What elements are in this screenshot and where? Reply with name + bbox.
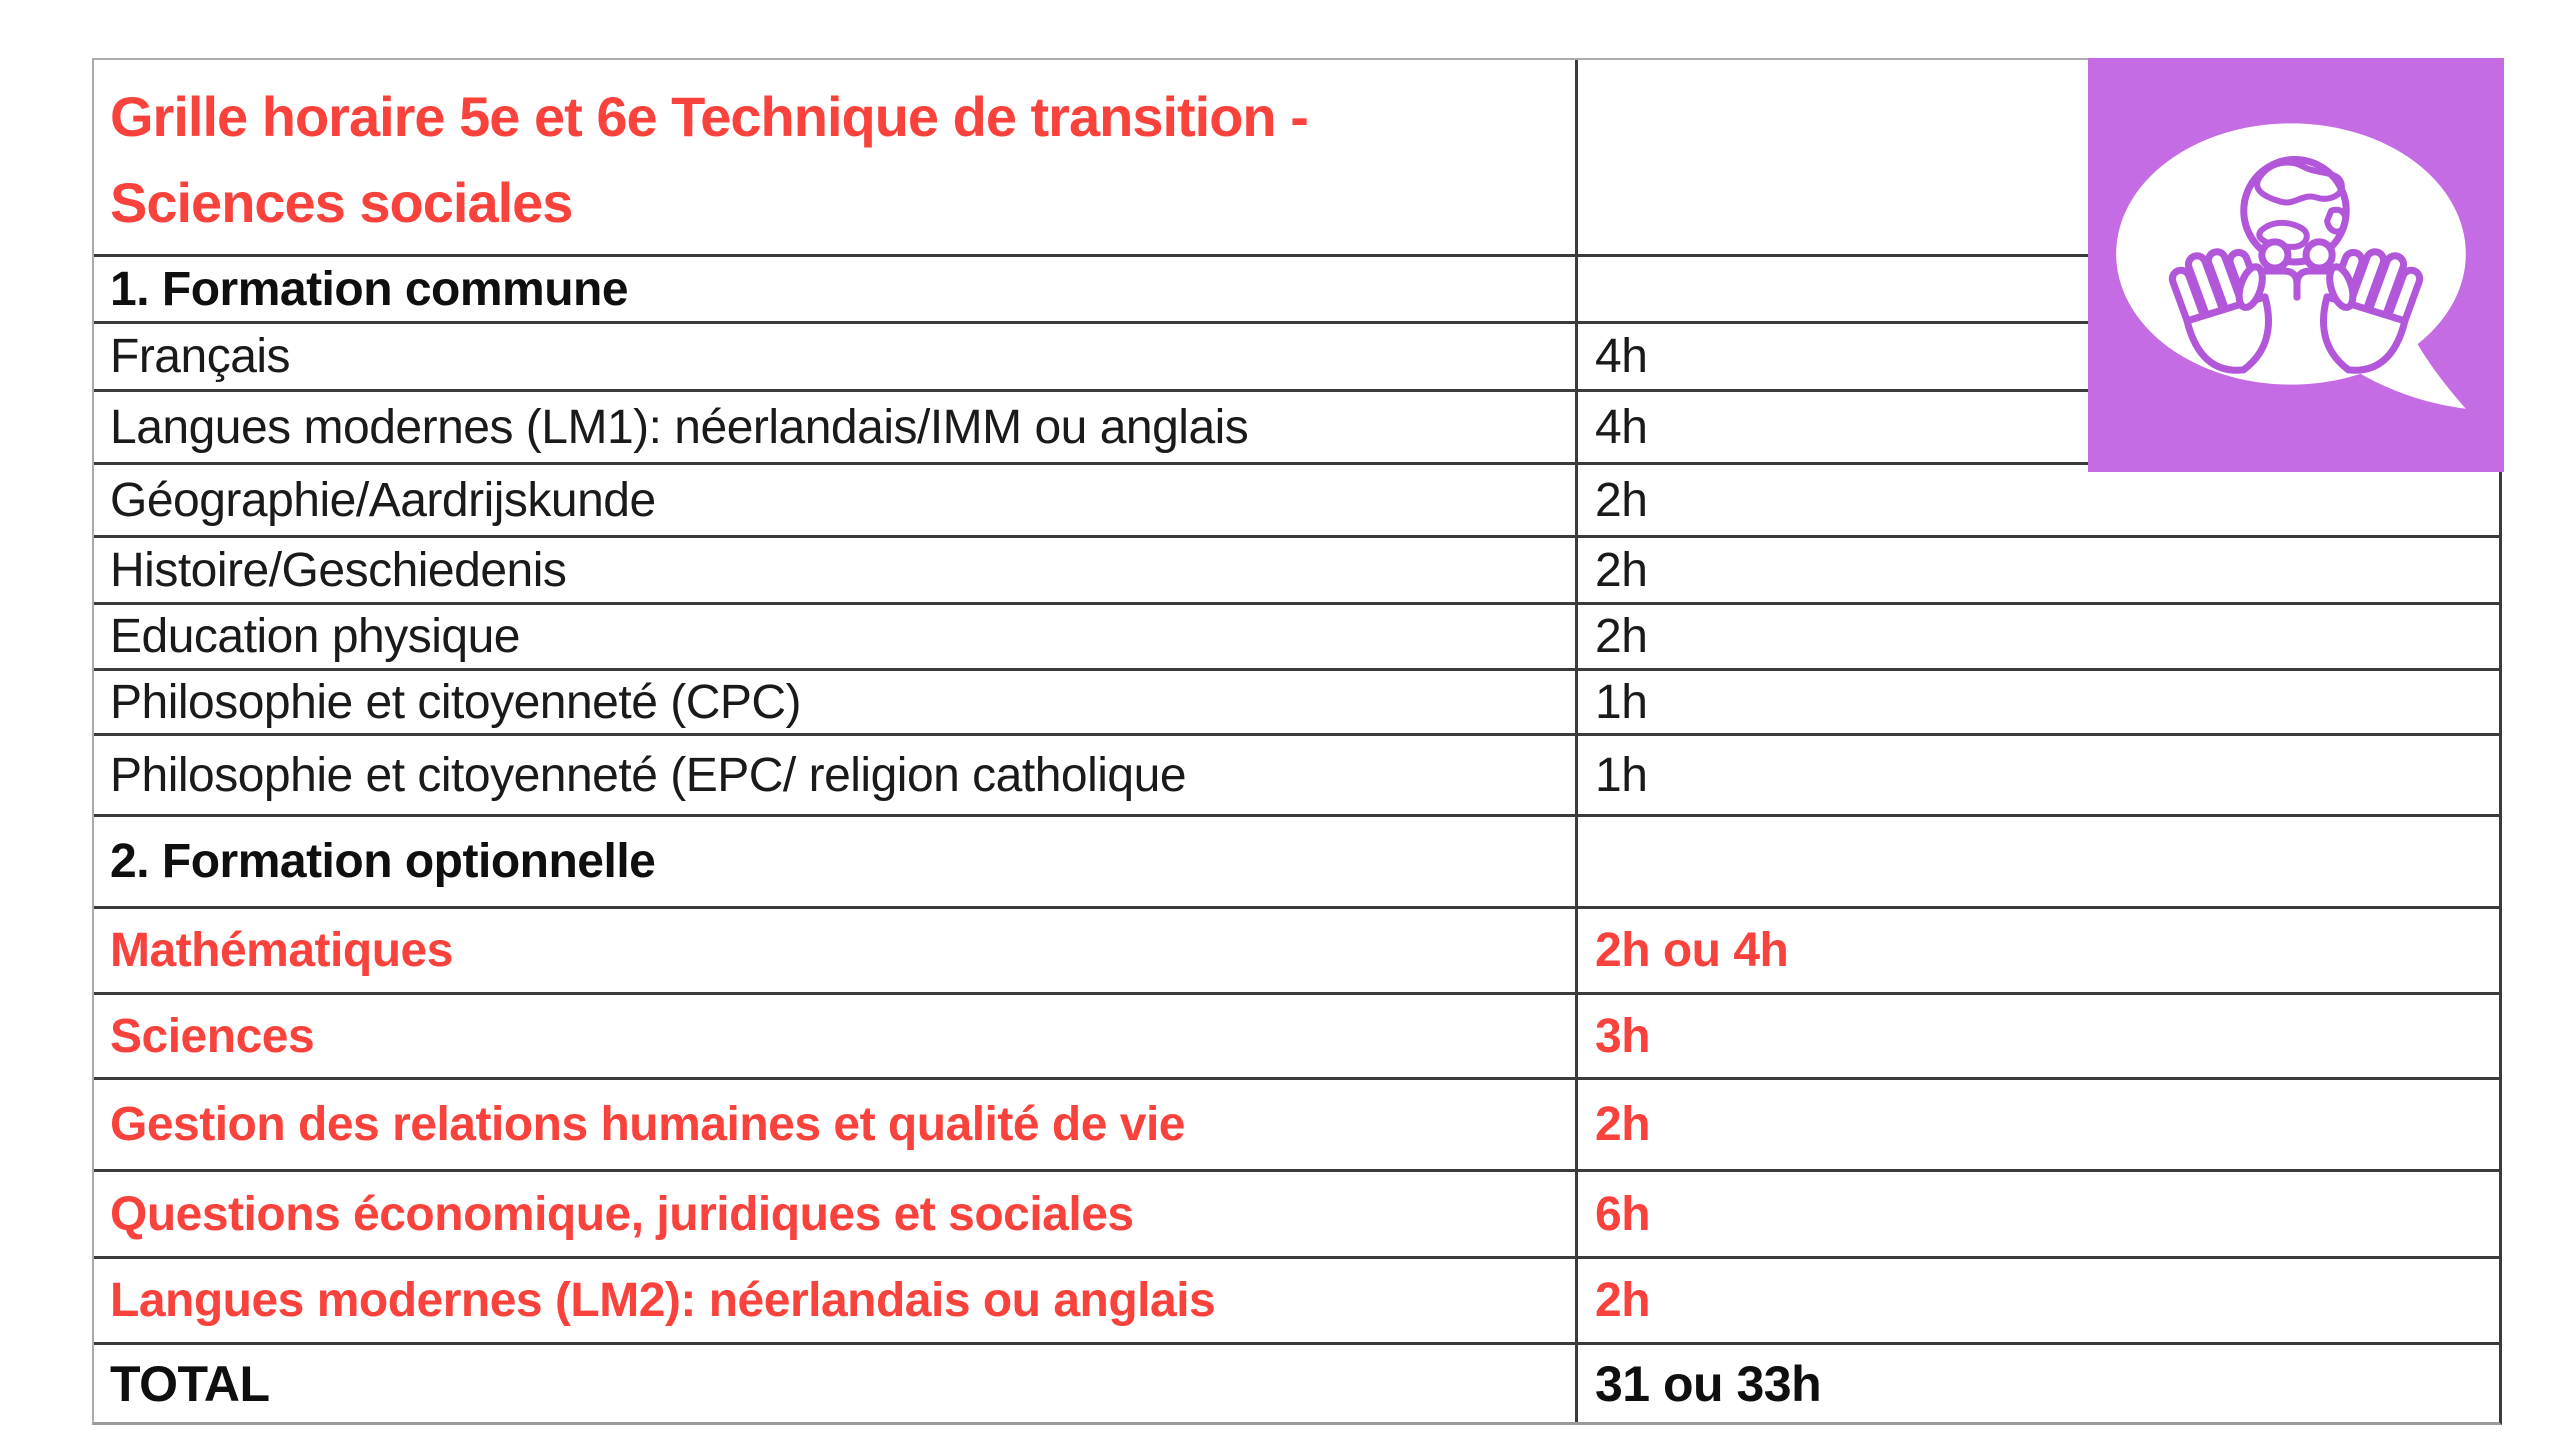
page-title: Grille horaire 5e et 6e Technique de tra… xyxy=(94,60,1578,254)
table-row-langues-lm1: Langues modernes (LM1): néerlandais/IMM … xyxy=(94,389,2499,462)
table-row-sciences: Sciences 3h xyxy=(94,992,2499,1077)
course-label: Français xyxy=(110,330,291,383)
globe-icon xyxy=(2240,155,2350,266)
course-label: Sciences xyxy=(110,1009,315,1063)
hours-value: 1h xyxy=(1595,675,1648,729)
speech-bubble-globe-hands-icon xyxy=(2088,58,2504,472)
table-row-formation-optionnelle: 2. Formation optionnelle xyxy=(94,814,2499,906)
course-label: Philosophie et citoyenneté (EPC/ religio… xyxy=(110,748,1187,802)
hours-value: 1h xyxy=(1595,748,1648,802)
table-row-geographie: Géographie/Aardrijskunde 2h xyxy=(94,462,2499,535)
table-row-histoire: Histoire/Geschiedenis 2h xyxy=(94,535,2499,602)
globe-continent-north xyxy=(2254,159,2345,206)
table-row-formation-commune: 1. Formation commune xyxy=(94,254,2499,321)
course-label: Questions économique, juridiques et soci… xyxy=(110,1187,1134,1241)
page-title-line2: Sciences sociales xyxy=(110,171,573,234)
table-row-education-physique: Education physique 2h xyxy=(94,602,2499,668)
person-left-head xyxy=(2258,238,2292,272)
table-row-total: TOTAL 31 ou 33h xyxy=(94,1342,2499,1422)
table-row-questions-economiques: Questions économique, juridiques et soci… xyxy=(94,1169,2499,1256)
hours-value: 2h xyxy=(1595,1274,1651,1327)
table-row-title: Grille horaire 5e et 6e Technique de tra… xyxy=(94,60,2499,254)
hours-value: 6h xyxy=(1595,1187,1651,1241)
section-heading: 2. Formation optionnelle xyxy=(110,835,656,888)
course-label: Histoire/Geschiedenis xyxy=(110,543,567,597)
hours-value: 4h xyxy=(1595,330,1648,383)
table-row-philosophie-cpc: Philosophie et citoyenneté (CPC) 1h xyxy=(94,668,2499,733)
hours-value: 2h xyxy=(1595,1098,1651,1151)
course-label: Langues modernes (LM1): néerlandais/IMM … xyxy=(110,400,1249,454)
section-heading: 1. Formation commune xyxy=(110,262,629,316)
total-label: TOTAL xyxy=(110,1355,270,1412)
page-title-line1: Grille horaire 5e et 6e Technique de tra… xyxy=(110,85,1309,148)
course-label: Education physique xyxy=(110,610,520,663)
total-hours-value: 31 ou 33h xyxy=(1595,1355,1822,1412)
hours-value: 2h ou 4h xyxy=(1595,924,1789,977)
table-row-mathematiques: Mathématiques 2h ou 4h xyxy=(94,906,2499,992)
course-label: Langues modernes (LM2): néerlandais ou a… xyxy=(110,1274,1216,1327)
hand-right-icon xyxy=(2320,248,2424,374)
table-row-gestion-relations: Gestion des relations humaines et qualit… xyxy=(94,1077,2499,1169)
hours-value: 4h xyxy=(1595,400,1648,454)
hand-left-icon xyxy=(2168,248,2272,374)
hours-value: 2h xyxy=(1595,610,1648,663)
person-right-head xyxy=(2302,238,2336,272)
table-row-francais: Français 4h xyxy=(94,321,2499,389)
course-label: Mathématiques xyxy=(110,924,453,977)
hours-value: 3h xyxy=(1595,1009,1651,1063)
globe-continent-east xyxy=(2324,206,2349,235)
course-label: Gestion des relations humaines et qualit… xyxy=(110,1098,1185,1151)
hours-value: 2h xyxy=(1595,543,1648,597)
course-label: Philosophie et citoyenneté (CPC) xyxy=(110,675,802,729)
table-row-langues-lm2: Langues modernes (LM2): néerlandais ou a… xyxy=(94,1256,2499,1342)
table-row-philosophie-epc: Philosophie et citoyenneté (EPC/ religio… xyxy=(94,733,2499,814)
hours-value: 2h xyxy=(1595,473,1648,527)
course-label: Géographie/Aardrijskunde xyxy=(110,473,656,527)
